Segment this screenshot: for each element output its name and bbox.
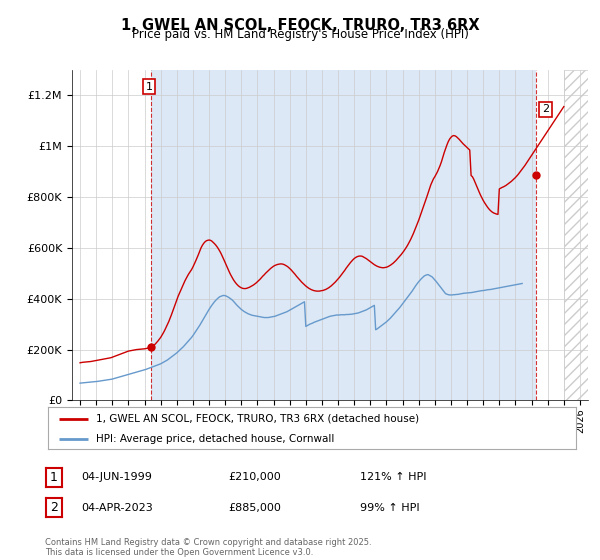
- Text: £210,000: £210,000: [228, 472, 281, 482]
- Text: 04-APR-2023: 04-APR-2023: [81, 503, 153, 513]
- Text: 2: 2: [50, 501, 58, 515]
- Text: Contains HM Land Registry data © Crown copyright and database right 2025.
This d: Contains HM Land Registry data © Crown c…: [45, 538, 371, 557]
- Text: 04-JUN-1999: 04-JUN-1999: [81, 472, 152, 482]
- Text: 1: 1: [50, 470, 58, 484]
- Text: 1: 1: [145, 82, 152, 91]
- Text: 99% ↑ HPI: 99% ↑ HPI: [360, 503, 419, 513]
- Bar: [151, 70, 536, 400]
- Text: £885,000: £885,000: [228, 503, 281, 513]
- Text: 1, GWEL AN SCOL, FEOCK, TRURO, TR3 6RX (detached house): 1, GWEL AN SCOL, FEOCK, TRURO, TR3 6RX (…: [95, 414, 419, 424]
- Bar: [564, 70, 588, 400]
- Text: 2: 2: [542, 104, 549, 114]
- Text: HPI: Average price, detached house, Cornwall: HPI: Average price, detached house, Corn…: [95, 433, 334, 444]
- Text: Price paid vs. HM Land Registry's House Price Index (HPI): Price paid vs. HM Land Registry's House …: [131, 28, 469, 41]
- Text: 1, GWEL AN SCOL, FEOCK, TRURO, TR3 6RX: 1, GWEL AN SCOL, FEOCK, TRURO, TR3 6RX: [121, 18, 479, 33]
- Text: 121% ↑ HPI: 121% ↑ HPI: [360, 472, 427, 482]
